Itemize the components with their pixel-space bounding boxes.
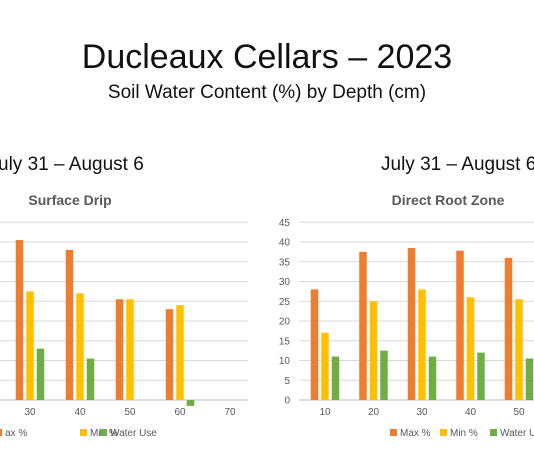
direct-root-zone-bar-water-use [380, 350, 388, 400]
direct-root-zone-legend-swatch [440, 429, 447, 436]
surface-drip-bar-min [26, 291, 34, 400]
surface-drip-x-tick-label: 30 [24, 407, 36, 418]
surface-drip-bar-water-use [86, 358, 95, 400]
direct-root-zone-x-tick-label: 10 [319, 407, 331, 418]
surface-drip-legend-label: Water Use [110, 428, 157, 439]
direct-root-zone-bar-water-use [428, 356, 437, 400]
direct-root-zone-y-tick-label: 45 [279, 218, 291, 229]
direct-root-zone-legend-swatch [390, 429, 397, 436]
page-subtitle: Soil Water Content (%) by Depth (cm) [107, 82, 427, 103]
direct-root-zone-bar-water-use [331, 356, 340, 400]
direct-root-zone-bar-max [456, 250, 464, 400]
direct-root-zone-y-tick-label: 40 [279, 238, 291, 249]
direct-root-zone-bar-max [504, 257, 513, 400]
direct-root-zone-x-tick-label: 40 [465, 407, 477, 418]
page-title: Ducleaux Cellars – 2023 [81, 38, 453, 76]
surface-drip-legend-swatch [100, 429, 107, 436]
direct-root-zone-legend-label: Min % [450, 428, 478, 439]
surface-drip-bar-max [165, 309, 174, 400]
surface-drip-legend-label: ax % [5, 428, 27, 439]
surface-drip-bar-max [115, 299, 124, 400]
surface-drip-bar-water-use [36, 348, 45, 400]
surface-drip-x-tick-label: 70 [224, 407, 236, 418]
direct-root-zone-bar-water-use [477, 352, 485, 400]
right-date-range: July 31 – August 6 [381, 154, 534, 175]
direct-root-zone-bar-water-use [525, 358, 534, 400]
left-date-range: uly 31 – August 6 [0, 154, 144, 175]
direct-root-zone-bar-min [515, 299, 523, 400]
direct-root-zone-y-tick-label: 30 [279, 277, 291, 288]
surface-drip-x-tick-label: 40 [74, 407, 86, 418]
direct-root-zone-bar-max [407, 247, 416, 400]
direct-root-zone-y-tick-label: 15 [279, 336, 291, 347]
surface-drip-chart-title: Surface Drip [28, 192, 111, 208]
surface-drip-bar-max [15, 240, 24, 400]
direct-root-zone-y-tick-label: 5 [284, 376, 290, 387]
surface-drip-bar-water-use [186, 400, 195, 406]
direct-root-zone-chart-title: Direct Root Zone [392, 192, 505, 208]
surface-drip-legend-swatch [0, 429, 2, 436]
direct-root-zone-x-tick-label: 20 [368, 407, 380, 418]
surface-drip-bar-min [126, 299, 134, 400]
direct-root-zone-y-tick-label: 10 [279, 356, 291, 367]
direct-root-zone-legend-label: Water Us [500, 428, 534, 439]
direct-root-zone-legend-label: Max % [400, 428, 431, 439]
direct-root-zone-legend-swatch [490, 429, 497, 436]
direct-root-zone-bar-min [369, 301, 378, 400]
direct-root-zone-bar-min [418, 289, 426, 400]
surface-drip-x-tick-label: 50 [124, 407, 136, 418]
direct-root-zone-x-tick-label: 30 [416, 407, 428, 418]
direct-root-zone-bar-max [310, 289, 319, 400]
direct-root-zone-bar-max [359, 251, 367, 400]
direct-root-zone-x-tick-label: 50 [513, 407, 525, 418]
surface-drip-bar-min [176, 305, 184, 400]
direct-root-zone-y-tick-label: 35 [279, 257, 291, 268]
direct-root-zone-bar-min [466, 297, 475, 400]
direct-root-zone-y-tick-label: 25 [279, 297, 291, 308]
surface-drip-legend-swatch [80, 429, 87, 436]
surface-drip-bar-max [65, 249, 74, 400]
direct-root-zone-y-tick-label: 0 [284, 396, 290, 407]
direct-root-zone-bar-min [321, 332, 329, 400]
surface-drip-x-tick-label: 60 [174, 407, 186, 418]
surface-drip-bar-min [76, 293, 84, 400]
direct-root-zone-y-tick-label: 20 [279, 317, 291, 328]
